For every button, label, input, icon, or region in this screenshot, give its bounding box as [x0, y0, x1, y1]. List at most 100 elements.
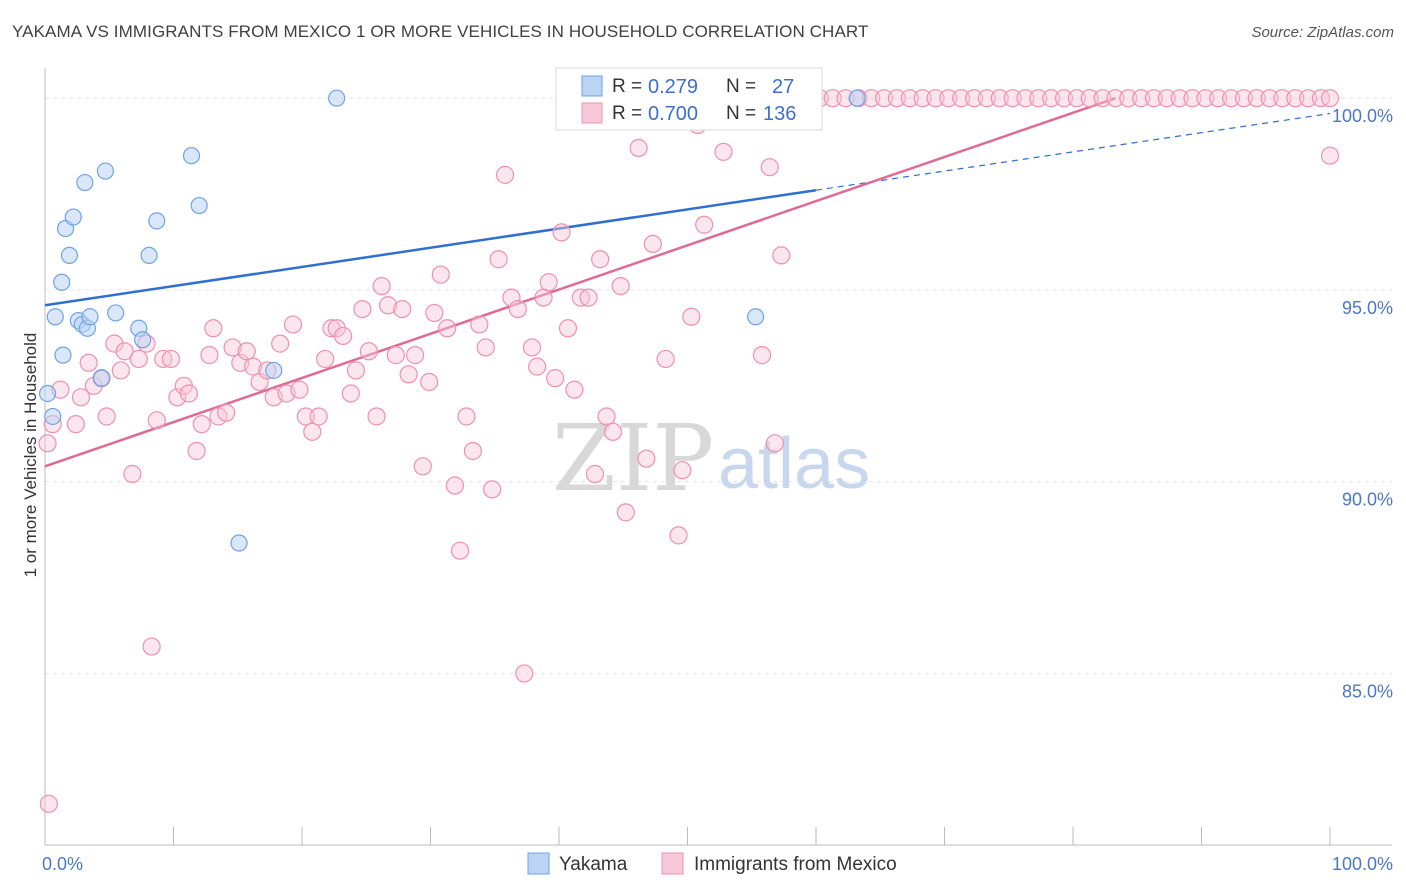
- point-mexico: [1209, 89, 1228, 108]
- point-mexico: [616, 503, 635, 522]
- y-tick-label: 95.0%: [1342, 298, 1393, 318]
- point-mexico: [673, 461, 692, 480]
- stats-n-label-1: N =: [726, 76, 756, 97]
- point-mexico: [546, 369, 565, 388]
- x-tick-label-end: 100.0%: [1332, 854, 1393, 874]
- point-mexico: [431, 265, 450, 284]
- point-mexico: [579, 288, 598, 307]
- point-mexico: [359, 342, 378, 361]
- point-mexico: [237, 342, 256, 361]
- point-mexico: [765, 434, 784, 453]
- point-mexico: [303, 422, 322, 441]
- point-mexico: [1273, 89, 1292, 108]
- point-mexico: [760, 158, 779, 177]
- trend-line-yakama-extension: [815, 112, 1331, 191]
- point-mexico: [79, 353, 98, 372]
- point-mexico: [187, 441, 206, 461]
- point-mexico: [752, 346, 772, 365]
- point-mexico: [565, 380, 584, 399]
- point-yakama: [54, 346, 72, 364]
- stats-box: R = 0.279 N = 27 R = 0.700 N = 136: [555, 67, 823, 131]
- y-tick-label: 90.0%: [1342, 490, 1393, 510]
- point-mexico: [420, 372, 439, 392]
- point-yakama: [148, 212, 166, 230]
- point-yakama: [92, 369, 111, 387]
- point-mexico: [926, 89, 945, 108]
- bottom-legend: Yakama Immigrants from Mexico: [527, 852, 897, 875]
- point-mexico: [1067, 89, 1086, 108]
- source-credit: Source: ZipAtlas.com: [1251, 24, 1394, 41]
- point-mexico: [603, 422, 623, 441]
- stats-r-label-1: R =: [612, 76, 642, 97]
- tick-labels: 85.0% 90.0% 95.0% 100.0% 0.0% 100.0%: [42, 106, 1393, 874]
- point-yakama: [53, 273, 71, 291]
- point-mexico: [244, 357, 263, 376]
- point-mexico: [204, 319, 223, 338]
- point-mexico: [296, 407, 315, 426]
- point-mexico: [1320, 146, 1340, 165]
- point-mexico: [66, 415, 85, 434]
- point-mexico: [129, 349, 148, 369]
- point-mexico: [591, 250, 610, 269]
- point-mexico: [515, 664, 534, 683]
- point-mexico: [470, 315, 489, 334]
- point-mexico: [483, 480, 502, 499]
- point-mexico: [1260, 89, 1279, 108]
- point-mexico: [571, 288, 590, 307]
- point-mexico: [495, 165, 515, 184]
- point-mexico: [217, 403, 236, 422]
- point-yakama: [328, 89, 346, 107]
- point-mexico: [1221, 89, 1241, 108]
- chart-title: YAKAMA VS IMMIGRANTS FROM MEXICO 1 OR MO…: [12, 22, 869, 41]
- point-mexico: [669, 526, 688, 545]
- point-mexico: [476, 338, 495, 357]
- point-mexico: [585, 464, 605, 484]
- point-mexico: [154, 349, 173, 369]
- point-mexico: [438, 319, 457, 338]
- point-mexico: [1119, 89, 1138, 108]
- point-mexico: [1234, 89, 1254, 108]
- point-yakama: [64, 208, 82, 226]
- point-mexico: [399, 365, 418, 384]
- stats-n-value-2: 136: [763, 103, 796, 125]
- point-mexico: [1042, 89, 1061, 108]
- point-mexico: [611, 276, 630, 296]
- point-mexico: [1003, 89, 1022, 108]
- point-mexico: [97, 407, 116, 426]
- stats-r-value-2: 0.700: [648, 103, 698, 125]
- point-mexico: [558, 319, 578, 338]
- point-mexico: [637, 449, 656, 468]
- point-yakama: [140, 246, 158, 265]
- point-yakama: [38, 384, 57, 403]
- point-mexico: [682, 307, 701, 326]
- point-mexico: [900, 89, 919, 108]
- point-yakama: [265, 361, 283, 380]
- point-mexico: [1093, 89, 1112, 108]
- y-tick-label: 100.0%: [1332, 106, 1393, 126]
- point-mexico: [1157, 89, 1176, 108]
- point-mexico: [334, 326, 353, 346]
- y-tick-label: 85.0%: [1342, 681, 1393, 701]
- point-mexico: [643, 234, 662, 254]
- point-mexico: [1286, 89, 1305, 108]
- point-mexico: [283, 315, 303, 334]
- point-mexico: [445, 476, 465, 495]
- point-mexico: [1029, 89, 1048, 108]
- point-mexico: [367, 407, 386, 426]
- point-yakama: [60, 246, 79, 265]
- point-mexico: [200, 346, 219, 365]
- point-yakama: [76, 173, 94, 192]
- point-mexico: [695, 215, 714, 234]
- point-mexico: [353, 300, 372, 319]
- point-mexico: [522, 338, 542, 357]
- point-mexico: [552, 223, 571, 242]
- x-tick-label-start: 0.0%: [42, 854, 83, 874]
- point-mexico: [168, 388, 187, 407]
- stats-n-label-2: N =: [726, 103, 756, 124]
- axes: [44, 68, 1392, 846]
- point-mexico: [1106, 89, 1125, 108]
- point-mexico: [875, 89, 894, 108]
- point-mexico: [425, 303, 444, 323]
- point-mexico: [39, 794, 58, 813]
- point-mexico: [413, 457, 432, 476]
